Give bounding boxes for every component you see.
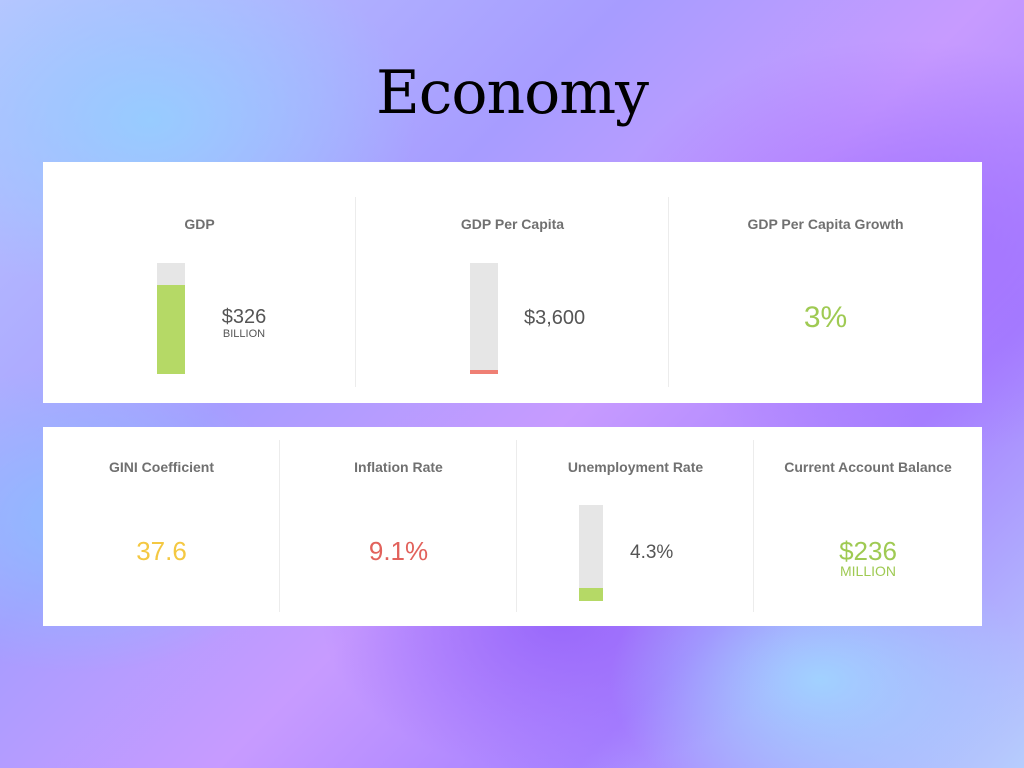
gdp-growth-card: GDP Per Capita Growth 3% bbox=[669, 162, 982, 403]
unemployment-card: Unemployment Rate 4.3% bbox=[517, 427, 754, 626]
gdp-label: GDP bbox=[184, 216, 215, 232]
divider bbox=[355, 197, 356, 387]
gdp-bar bbox=[157, 263, 185, 374]
unemployment-label: Unemployment Rate bbox=[567, 459, 704, 475]
divider bbox=[668, 197, 669, 387]
current-account-label: Current Account Balance bbox=[784, 459, 952, 475]
gdp-value: $326 bbox=[221, 306, 267, 328]
gdp-per-capita-label: GDP Per Capita bbox=[460, 216, 565, 232]
economy-panel-bottom: GINI Coefficient 37.6 Inflation Rate 9.1… bbox=[43, 427, 982, 626]
gdp-card: GDP $326 BILLION bbox=[43, 162, 356, 403]
unemployment-bar-fill bbox=[579, 587, 603, 601]
current-account-value-group: $236 MILLION bbox=[754, 538, 982, 578]
divider bbox=[516, 440, 517, 612]
gdp-value-group: $326 BILLION bbox=[219, 306, 269, 340]
gdp-unit: BILLION bbox=[222, 328, 266, 340]
current-account-unit: MILLION bbox=[839, 563, 896, 579]
economy-panel-top: GDP $326 BILLION GDP Per Capita $3,600 G… bbox=[43, 162, 982, 403]
current-account-value: $236 bbox=[839, 536, 897, 566]
gdp-per-capita-value: $3,600 bbox=[524, 307, 586, 329]
gdp-per-capita-bar-fill bbox=[470, 369, 498, 374]
divider bbox=[753, 440, 754, 612]
gini-value: 37.6 bbox=[136, 536, 187, 566]
unemployment-value: 4.3% bbox=[630, 542, 674, 563]
inflation-label: Inflation Rate bbox=[354, 459, 443, 475]
gdp-per-capita-card: GDP Per Capita $3,600 bbox=[356, 162, 669, 403]
gini-label: GINI Coefficient bbox=[108, 459, 214, 475]
gini-card: GINI Coefficient 37.6 bbox=[43, 427, 280, 626]
current-account-card: Current Account Balance $236 MILLION bbox=[754, 427, 982, 626]
page-title: Economy bbox=[375, 58, 649, 128]
divider bbox=[279, 440, 280, 612]
gdp-growth-value: 3% bbox=[803, 301, 848, 334]
unemployment-bar bbox=[579, 505, 603, 601]
inflation-card: Inflation Rate 9.1% bbox=[280, 427, 517, 626]
gdp-growth-label: GDP Per Capita Growth bbox=[747, 216, 904, 232]
gdp-bar-fill bbox=[157, 285, 185, 374]
inflation-value: 9.1% bbox=[368, 536, 429, 566]
gdp-per-capita-bar bbox=[470, 263, 498, 374]
